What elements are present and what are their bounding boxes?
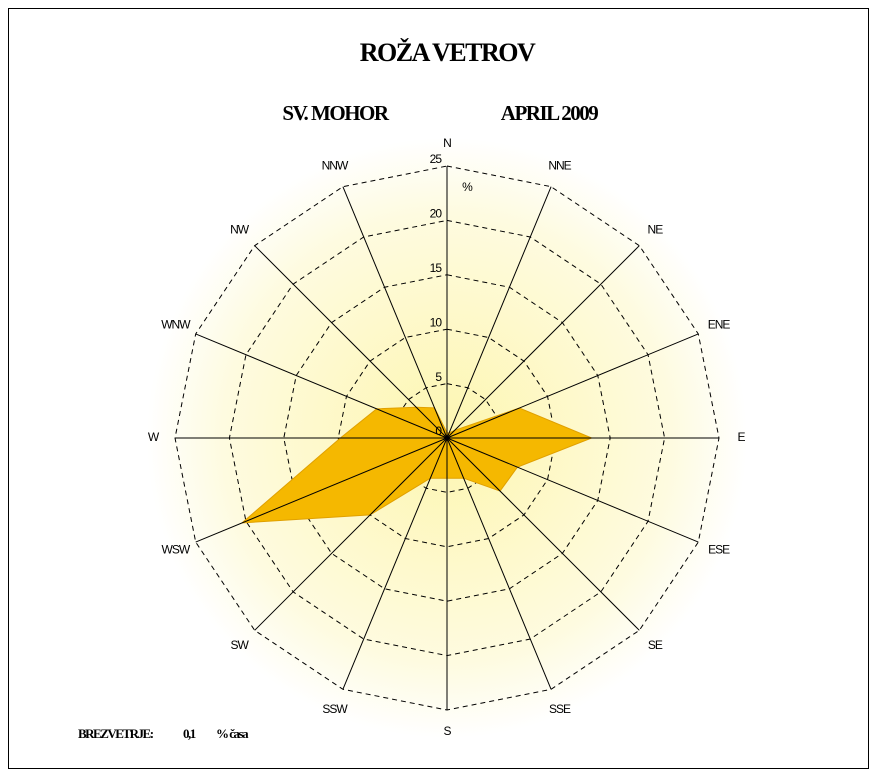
r-tick-label: 0 [435, 424, 442, 438]
r-tick-label: 25 [430, 152, 443, 166]
spoke [195, 437, 448, 543]
direction-label: E [737, 430, 745, 444]
spoke [254, 437, 448, 631]
spoke [446, 437, 552, 690]
calm-unit: % časa [216, 726, 249, 741]
spoke [446, 437, 699, 543]
direction-label: S [443, 724, 451, 738]
grid-ring [283, 274, 611, 602]
period: APRIL 2009 [501, 101, 598, 125]
spoke [446, 437, 640, 631]
direction-label: NNW [322, 159, 349, 173]
direction-label: WSW [162, 543, 191, 557]
spoke [195, 333, 448, 439]
spoke [342, 186, 448, 439]
spoke [342, 437, 448, 690]
spoke [254, 245, 448, 439]
spoke [446, 245, 640, 439]
direction-label: SW [230, 638, 249, 652]
direction-label: NW [230, 222, 250, 236]
chart-title: ROŽA VETROV [360, 38, 536, 67]
direction-label: W [148, 430, 160, 444]
r-tick-label: 10 [430, 315, 443, 329]
spoke [446, 333, 699, 439]
direction-label: WNW [161, 318, 191, 332]
direction-label: SSW [322, 702, 348, 716]
direction-label: SSE [549, 702, 571, 716]
calm-value: 0,1 [183, 726, 196, 741]
direction-label: ESE [708, 543, 730, 557]
spoke [446, 186, 552, 439]
r-tick-label: 5 [435, 370, 442, 384]
station: SV. MOHOR [282, 101, 389, 125]
direction-label: SE [648, 638, 663, 652]
r-tick-label: 15 [430, 261, 443, 275]
direction-label: ENE [708, 318, 731, 332]
direction-label: NNE [548, 159, 571, 173]
direction-label: N [443, 136, 451, 150]
unit-label: % [462, 180, 473, 194]
direction-label: NE [648, 222, 664, 236]
r-tick-label: 20 [430, 207, 443, 221]
calm-label: BREZVETRJE: [78, 726, 154, 741]
